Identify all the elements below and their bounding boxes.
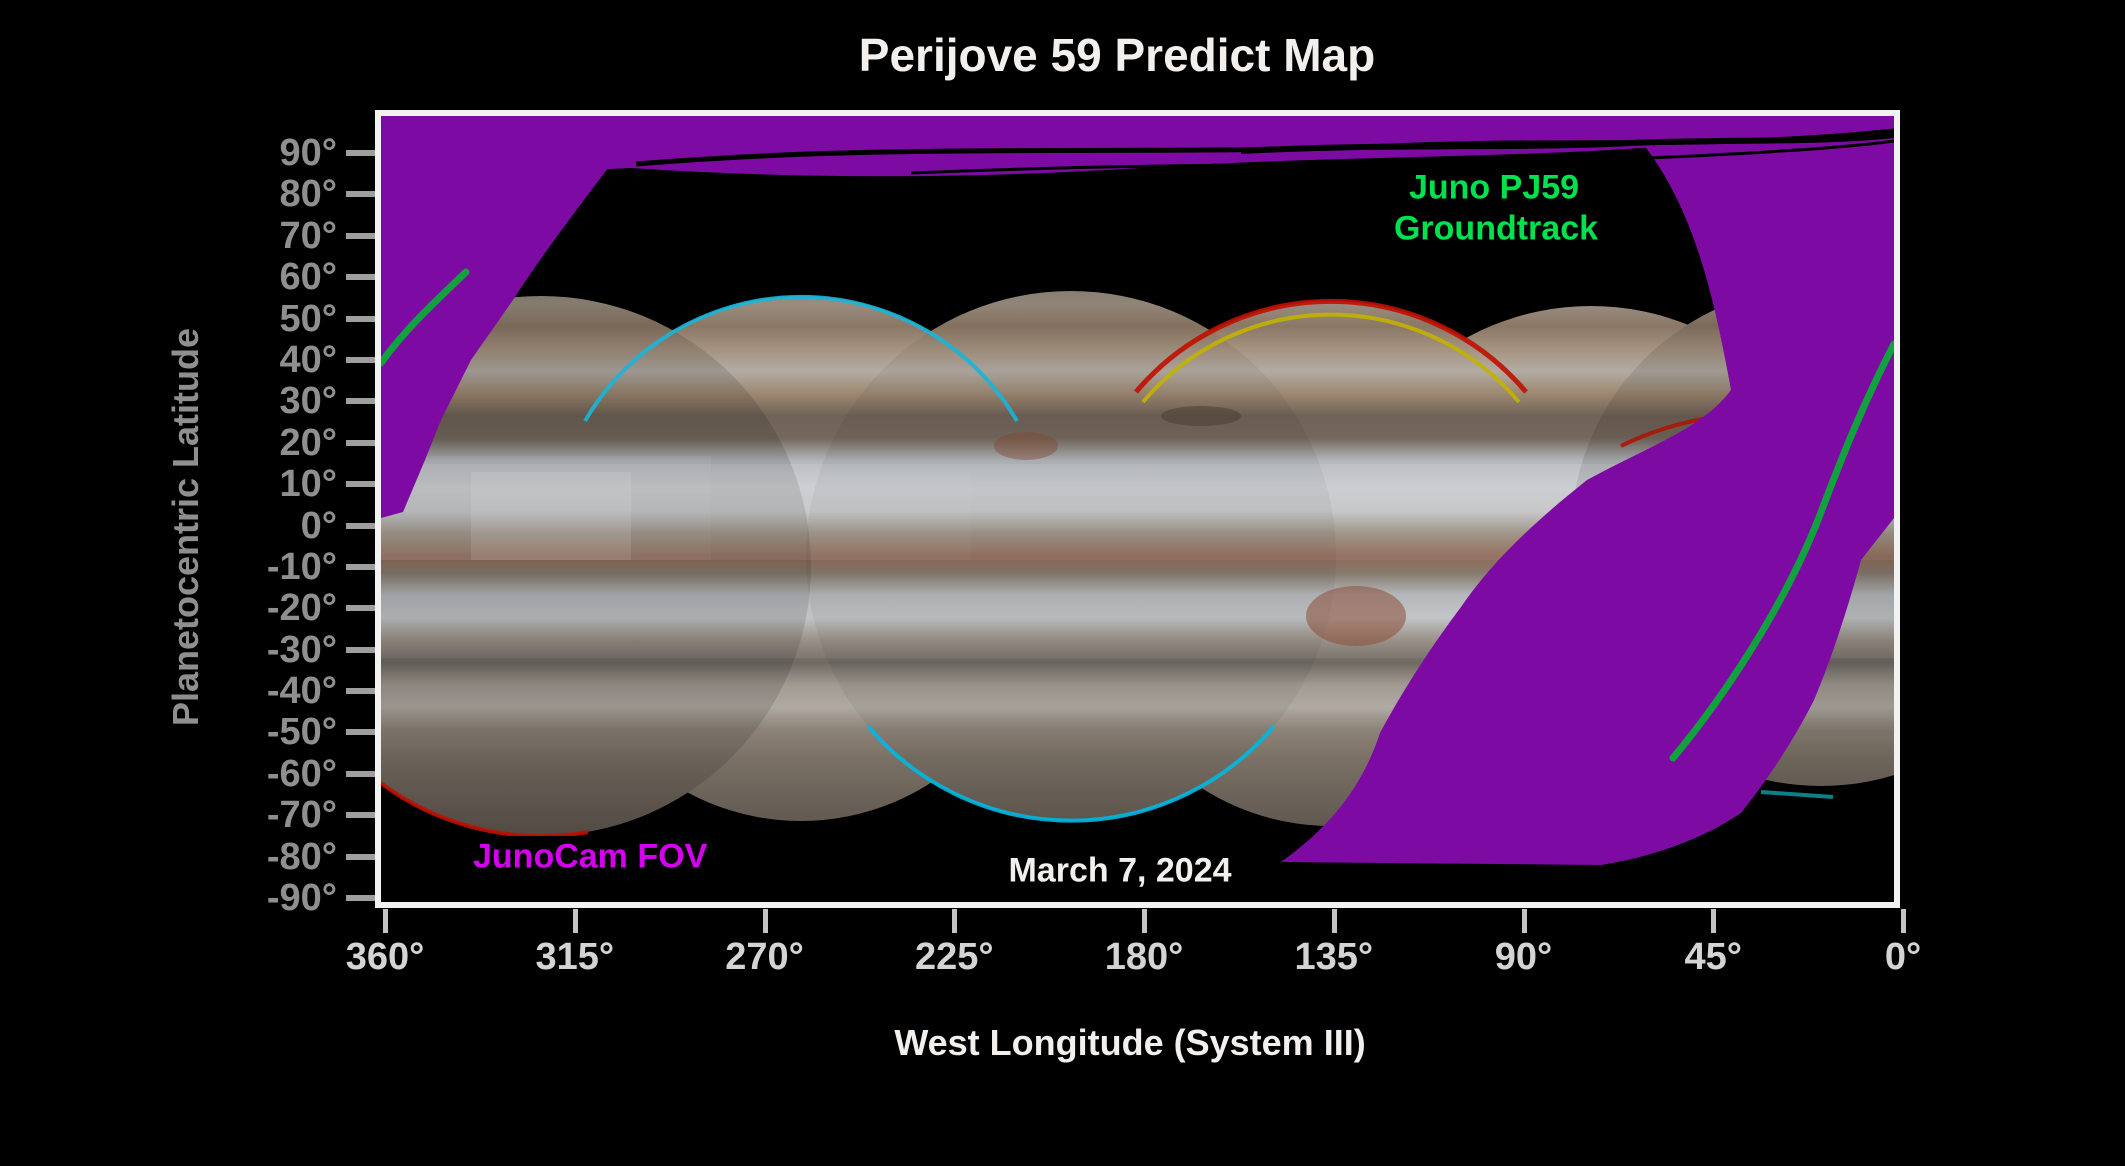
junocam-fov-region-right-swath xyxy=(1281,136,1894,865)
date-annotation: March 7, 2024 xyxy=(1008,851,1232,890)
groundtrack-legend-line1: Juno PJ59 xyxy=(1408,168,1580,207)
y-tick-label: 20° xyxy=(279,421,337,464)
y-tick-mark xyxy=(346,605,376,612)
great-red-spot xyxy=(1306,586,1406,646)
y-tick-label: -40° xyxy=(266,670,337,713)
y-tick-mark xyxy=(346,191,376,198)
y-tick-label: 80° xyxy=(279,173,337,216)
black-streak xyxy=(910,139,1894,175)
y-tick-mark xyxy=(346,729,376,736)
y-tick-label: -20° xyxy=(266,587,337,630)
x-tick-label: 225° xyxy=(914,936,994,978)
y-tick-label: -50° xyxy=(266,711,337,754)
black-streak xyxy=(1240,132,1894,154)
x-tick-mark xyxy=(1521,909,1527,933)
y-tick-label: 50° xyxy=(279,297,337,340)
y-tick-label: 70° xyxy=(279,214,337,257)
y-tick-label: 30° xyxy=(279,380,337,423)
y-tick-mark xyxy=(346,356,376,363)
x-tick-label: 270° xyxy=(725,936,804,978)
cyan-fringe xyxy=(583,294,1019,423)
junocam-fov-region-left-wedge xyxy=(381,164,611,518)
mosaic-shading xyxy=(381,296,811,836)
y-tick-mark xyxy=(346,812,376,819)
junocam-fov-group xyxy=(381,116,1894,865)
x-tick-label: 135° xyxy=(1294,936,1374,978)
y-tick-label: 40° xyxy=(279,338,337,381)
cyan-fringe xyxy=(866,724,1276,823)
y-tick-label: -90° xyxy=(266,877,337,920)
y-tick-mark xyxy=(346,563,376,570)
groundtrack-line-segment-1 xyxy=(381,268,470,367)
y-tick-label: 60° xyxy=(279,256,337,299)
x-tick-label: 180° xyxy=(1104,936,1184,978)
y-tick-label: -10° xyxy=(266,545,337,588)
x-tick-mark xyxy=(383,909,388,933)
y-tick-label: -60° xyxy=(266,752,337,795)
mosaic-tile xyxy=(711,472,971,560)
top-band-streaks xyxy=(635,128,1894,175)
red-fringe xyxy=(1134,298,1528,394)
x-tick-mark xyxy=(1331,909,1337,933)
x-tick-mark xyxy=(762,909,768,933)
chart-title: Perijove 59 Predict Map xyxy=(858,29,1376,81)
y-tick-label: 90° xyxy=(279,132,337,174)
teal-fringe xyxy=(1760,790,1834,799)
x-tick-label: 315° xyxy=(535,936,615,978)
x-tick-label: 90° xyxy=(1494,936,1553,978)
y-tick-mark xyxy=(346,853,376,860)
jupiter-map-canvas xyxy=(381,116,1894,902)
y-tick-mark xyxy=(346,522,376,529)
x-axis-title: West Longitude (System III) xyxy=(894,1022,1366,1063)
y-tick-mark xyxy=(346,646,376,653)
y-tick-mark xyxy=(346,315,376,322)
y-tick-mark xyxy=(346,688,376,695)
groundtrack-group xyxy=(381,268,1894,762)
y-tick-mark xyxy=(346,398,376,405)
y-axis-title: Planetocentric Latitude xyxy=(165,327,206,727)
x-tick-mark xyxy=(572,909,578,933)
x-tick-mark xyxy=(1142,909,1147,933)
y-tick-mark xyxy=(346,439,376,446)
groundtrack-line-segment-2 xyxy=(1669,340,1894,762)
x-tick-label: 360° xyxy=(345,936,425,978)
mosaic-tile xyxy=(471,472,631,560)
yellow-fringe xyxy=(1141,312,1521,404)
y-tick-mark xyxy=(346,481,376,488)
x-tick-mark xyxy=(1711,909,1717,933)
y-tick-label: -70° xyxy=(266,794,337,837)
x-tick-label: 0° xyxy=(1884,936,1922,978)
y-tick-label: -30° xyxy=(266,628,337,671)
y-tick-mark xyxy=(346,274,376,281)
mosaic-tile xyxy=(381,456,711,560)
y-tick-label: 0° xyxy=(300,504,337,547)
x-tick-mark xyxy=(1901,909,1906,933)
y-tick-mark xyxy=(346,770,376,777)
y-tick-mark xyxy=(346,232,376,239)
junocam-fov-region-top-band xyxy=(381,116,1894,177)
brown-barge xyxy=(1161,406,1241,426)
y-tick-mark xyxy=(346,895,376,902)
red-fringe xyxy=(381,780,589,836)
groundtrack-legend-line2: Groundtrack xyxy=(1393,209,1599,248)
y-tick-label: -80° xyxy=(266,835,337,878)
x-tick-label: 45° xyxy=(1684,936,1742,978)
x-tick-mark xyxy=(952,909,958,933)
brown-oval xyxy=(994,432,1058,460)
y-tick-mark xyxy=(346,150,376,156)
plot-frame xyxy=(375,110,1900,908)
fov-legend: JunoCam FOV xyxy=(473,837,708,876)
y-tick-label: 10° xyxy=(279,463,337,506)
